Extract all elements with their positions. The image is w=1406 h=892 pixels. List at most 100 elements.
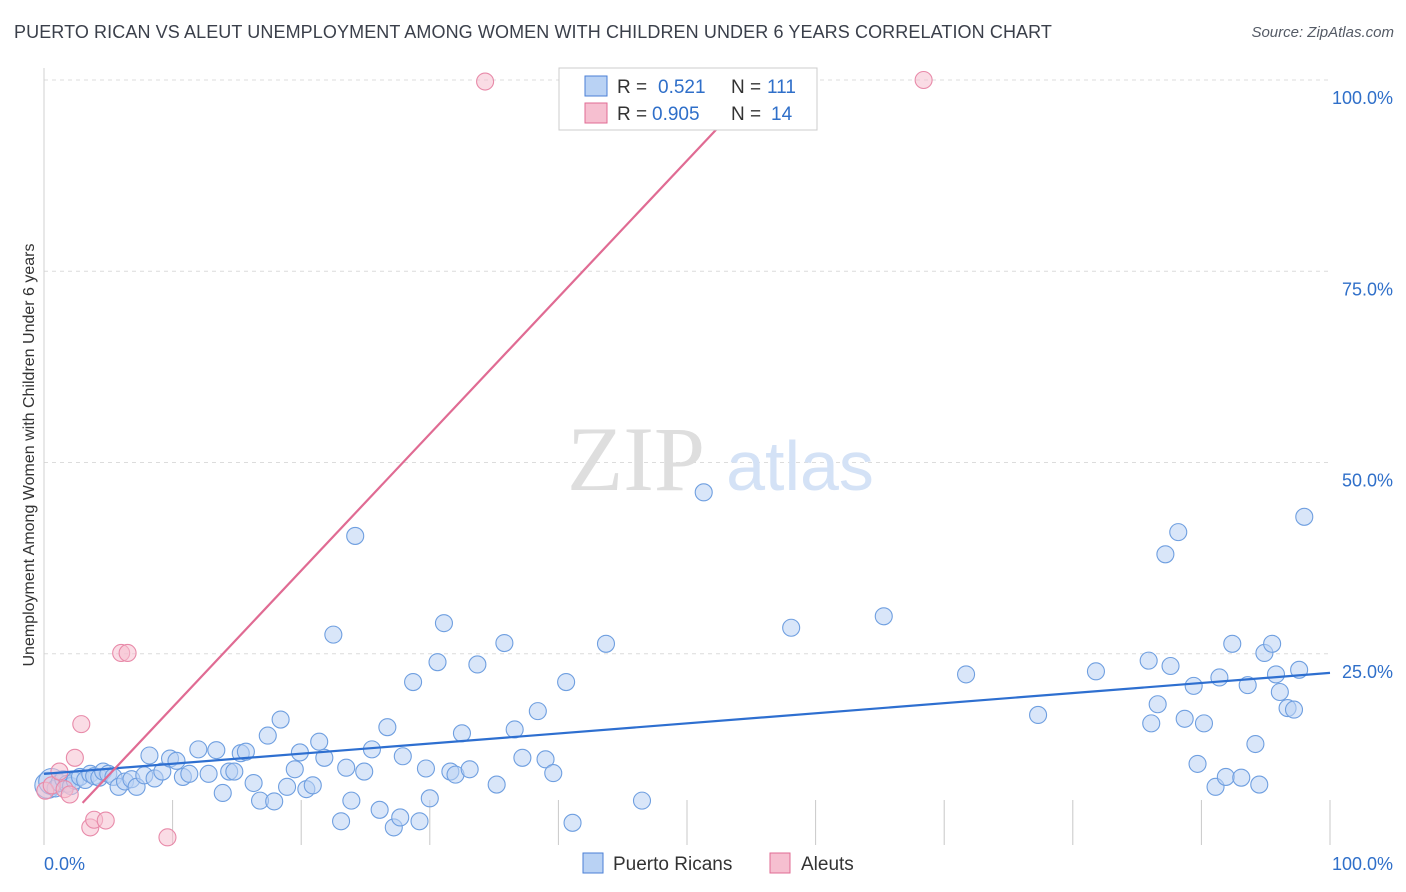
point-puerto-rican: [207, 741, 226, 760]
legend-swatch-pink: [584, 102, 608, 124]
point-puerto-rican: [1223, 634, 1242, 653]
point-puerto-rican: [874, 607, 893, 626]
legend-n-value: 111: [767, 77, 796, 98]
point-puerto-rican: [278, 777, 297, 796]
x-tick-label: 0.0%: [44, 854, 85, 874]
point-puerto-rican: [632, 791, 652, 810]
point-aleut: [914, 70, 933, 90]
legend-label-puerto-ricans: Puerto Ricans: [613, 854, 732, 875]
point-puerto-rican: [1139, 651, 1158, 670]
point-puerto-rican: [225, 762, 244, 781]
point-puerto-rican: [271, 710, 290, 729]
point-puerto-rican: [434, 614, 453, 633]
point-puerto-rican: [346, 526, 365, 545]
point-puerto-rican: [460, 760, 479, 779]
point-puerto-rican: [303, 776, 322, 795]
y-tick-label: 50.0%: [1342, 471, 1393, 491]
point-puerto-rican: [324, 625, 343, 644]
point-puerto-rican: [1188, 754, 1207, 773]
legend-swatch-blue: [584, 75, 608, 97]
point-puerto-rican: [1270, 682, 1289, 702]
point-puerto-rican: [420, 789, 439, 808]
point-puerto-rican: [1175, 709, 1194, 728]
point-puerto-rican: [487, 775, 506, 794]
point-puerto-rican: [1232, 768, 1251, 787]
point-puerto-rican: [213, 783, 232, 803]
point-aleut: [158, 828, 177, 847]
point-aleut: [476, 72, 495, 91]
point-puerto-rican: [236, 742, 255, 761]
point-puerto-rican: [1148, 695, 1167, 714]
point-puerto-rican: [1142, 714, 1161, 733]
grid-lines: [44, 79, 1330, 655]
point-puerto-rican: [1246, 734, 1265, 754]
legend-swatch-aleuts: [769, 852, 791, 874]
point-puerto-rican: [1266, 665, 1286, 684]
point-puerto-rican: [1238, 676, 1257, 695]
point-aleut: [72, 715, 91, 734]
point-puerto-rican: [1086, 662, 1105, 681]
point-puerto-rican: [315, 748, 334, 767]
point-aleut: [96, 811, 115, 830]
point-aleut: [118, 643, 137, 663]
point-puerto-rican: [1263, 634, 1282, 653]
point-puerto-rican: [1210, 668, 1229, 687]
x-tick-label: 100.0%: [1332, 854, 1393, 874]
y-tick-label: 75.0%: [1342, 279, 1393, 299]
watermark: ZIP atlas: [567, 408, 874, 510]
y-axis-label: Unemployment Among Women with Children U…: [21, 243, 38, 666]
legend-r-value: 0.521: [658, 77, 706, 98]
y-tick-label: 100.0%: [1332, 88, 1393, 108]
axes: 25.0% 50.0% 75.0% 100.0% 0.0% 100.0%: [43, 68, 1393, 874]
legend-n-label: N =: [731, 104, 761, 125]
point-puerto-rican: [244, 773, 263, 793]
legend-r-value: 0.905: [652, 104, 700, 125]
point-puerto-rican: [513, 748, 532, 767]
trend-lines: [43, 79, 1331, 804]
series-legend: Puerto Ricans Aleuts: [582, 852, 854, 875]
point-puerto-rican: [393, 747, 412, 766]
point-puerto-rican: [528, 702, 547, 721]
point-puerto-rican: [355, 762, 374, 781]
point-puerto-rican: [495, 633, 514, 653]
point-puerto-rican: [180, 764, 199, 783]
point-puerto-rican: [1250, 775, 1269, 794]
point-puerto-rican: [1161, 656, 1180, 676]
point-puerto-rican: [1284, 700, 1304, 719]
point-puerto-rican: [957, 665, 976, 684]
legend-r-label: R =: [617, 77, 647, 98]
point-puerto-rican: [370, 800, 389, 819]
point-puerto-rican: [452, 724, 472, 743]
watermark-zip: ZIP: [567, 408, 705, 510]
legend-n-label: N =: [731, 77, 761, 98]
trend-line-puerto-ricans: [43, 671, 1331, 775]
source-label: Source: ZipAtlas.com: [1251, 24, 1394, 41]
point-puerto-rican: [342, 791, 361, 810]
point-puerto-rican: [468, 655, 487, 674]
point-puerto-rican: [782, 618, 801, 637]
point-puerto-rican: [391, 808, 410, 827]
point-puerto-rican: [310, 732, 329, 751]
point-puerto-rican: [199, 764, 218, 783]
legend-r-label: R =: [617, 104, 647, 125]
chart-title: PUERTO RICAN VS ALEUT UNEMPLOYMENT AMONG…: [14, 22, 1053, 42]
point-puerto-rican: [1216, 767, 1235, 786]
correlation-legend: R = 0.521 N = 111 R = 0.905 N = 14: [558, 67, 818, 131]
point-puerto-rican: [428, 653, 447, 672]
point-puerto-rican: [1295, 507, 1314, 526]
legend-n-value: 14: [771, 104, 793, 125]
point-aleut: [60, 785, 79, 804]
y-tick-label: 25.0%: [1342, 662, 1393, 682]
point-aleut: [65, 748, 84, 767]
point-puerto-rican: [332, 812, 351, 831]
point-puerto-rican: [410, 812, 429, 831]
point-puerto-rican: [1029, 705, 1048, 725]
point-puerto-rican: [189, 740, 208, 759]
point-puerto-rican: [1169, 523, 1188, 542]
point-puerto-rican: [285, 760, 304, 779]
data-points: [34, 70, 1314, 847]
point-puerto-rican: [563, 813, 582, 832]
point-puerto-rican: [378, 718, 397, 737]
point-puerto-rican: [1184, 676, 1203, 695]
